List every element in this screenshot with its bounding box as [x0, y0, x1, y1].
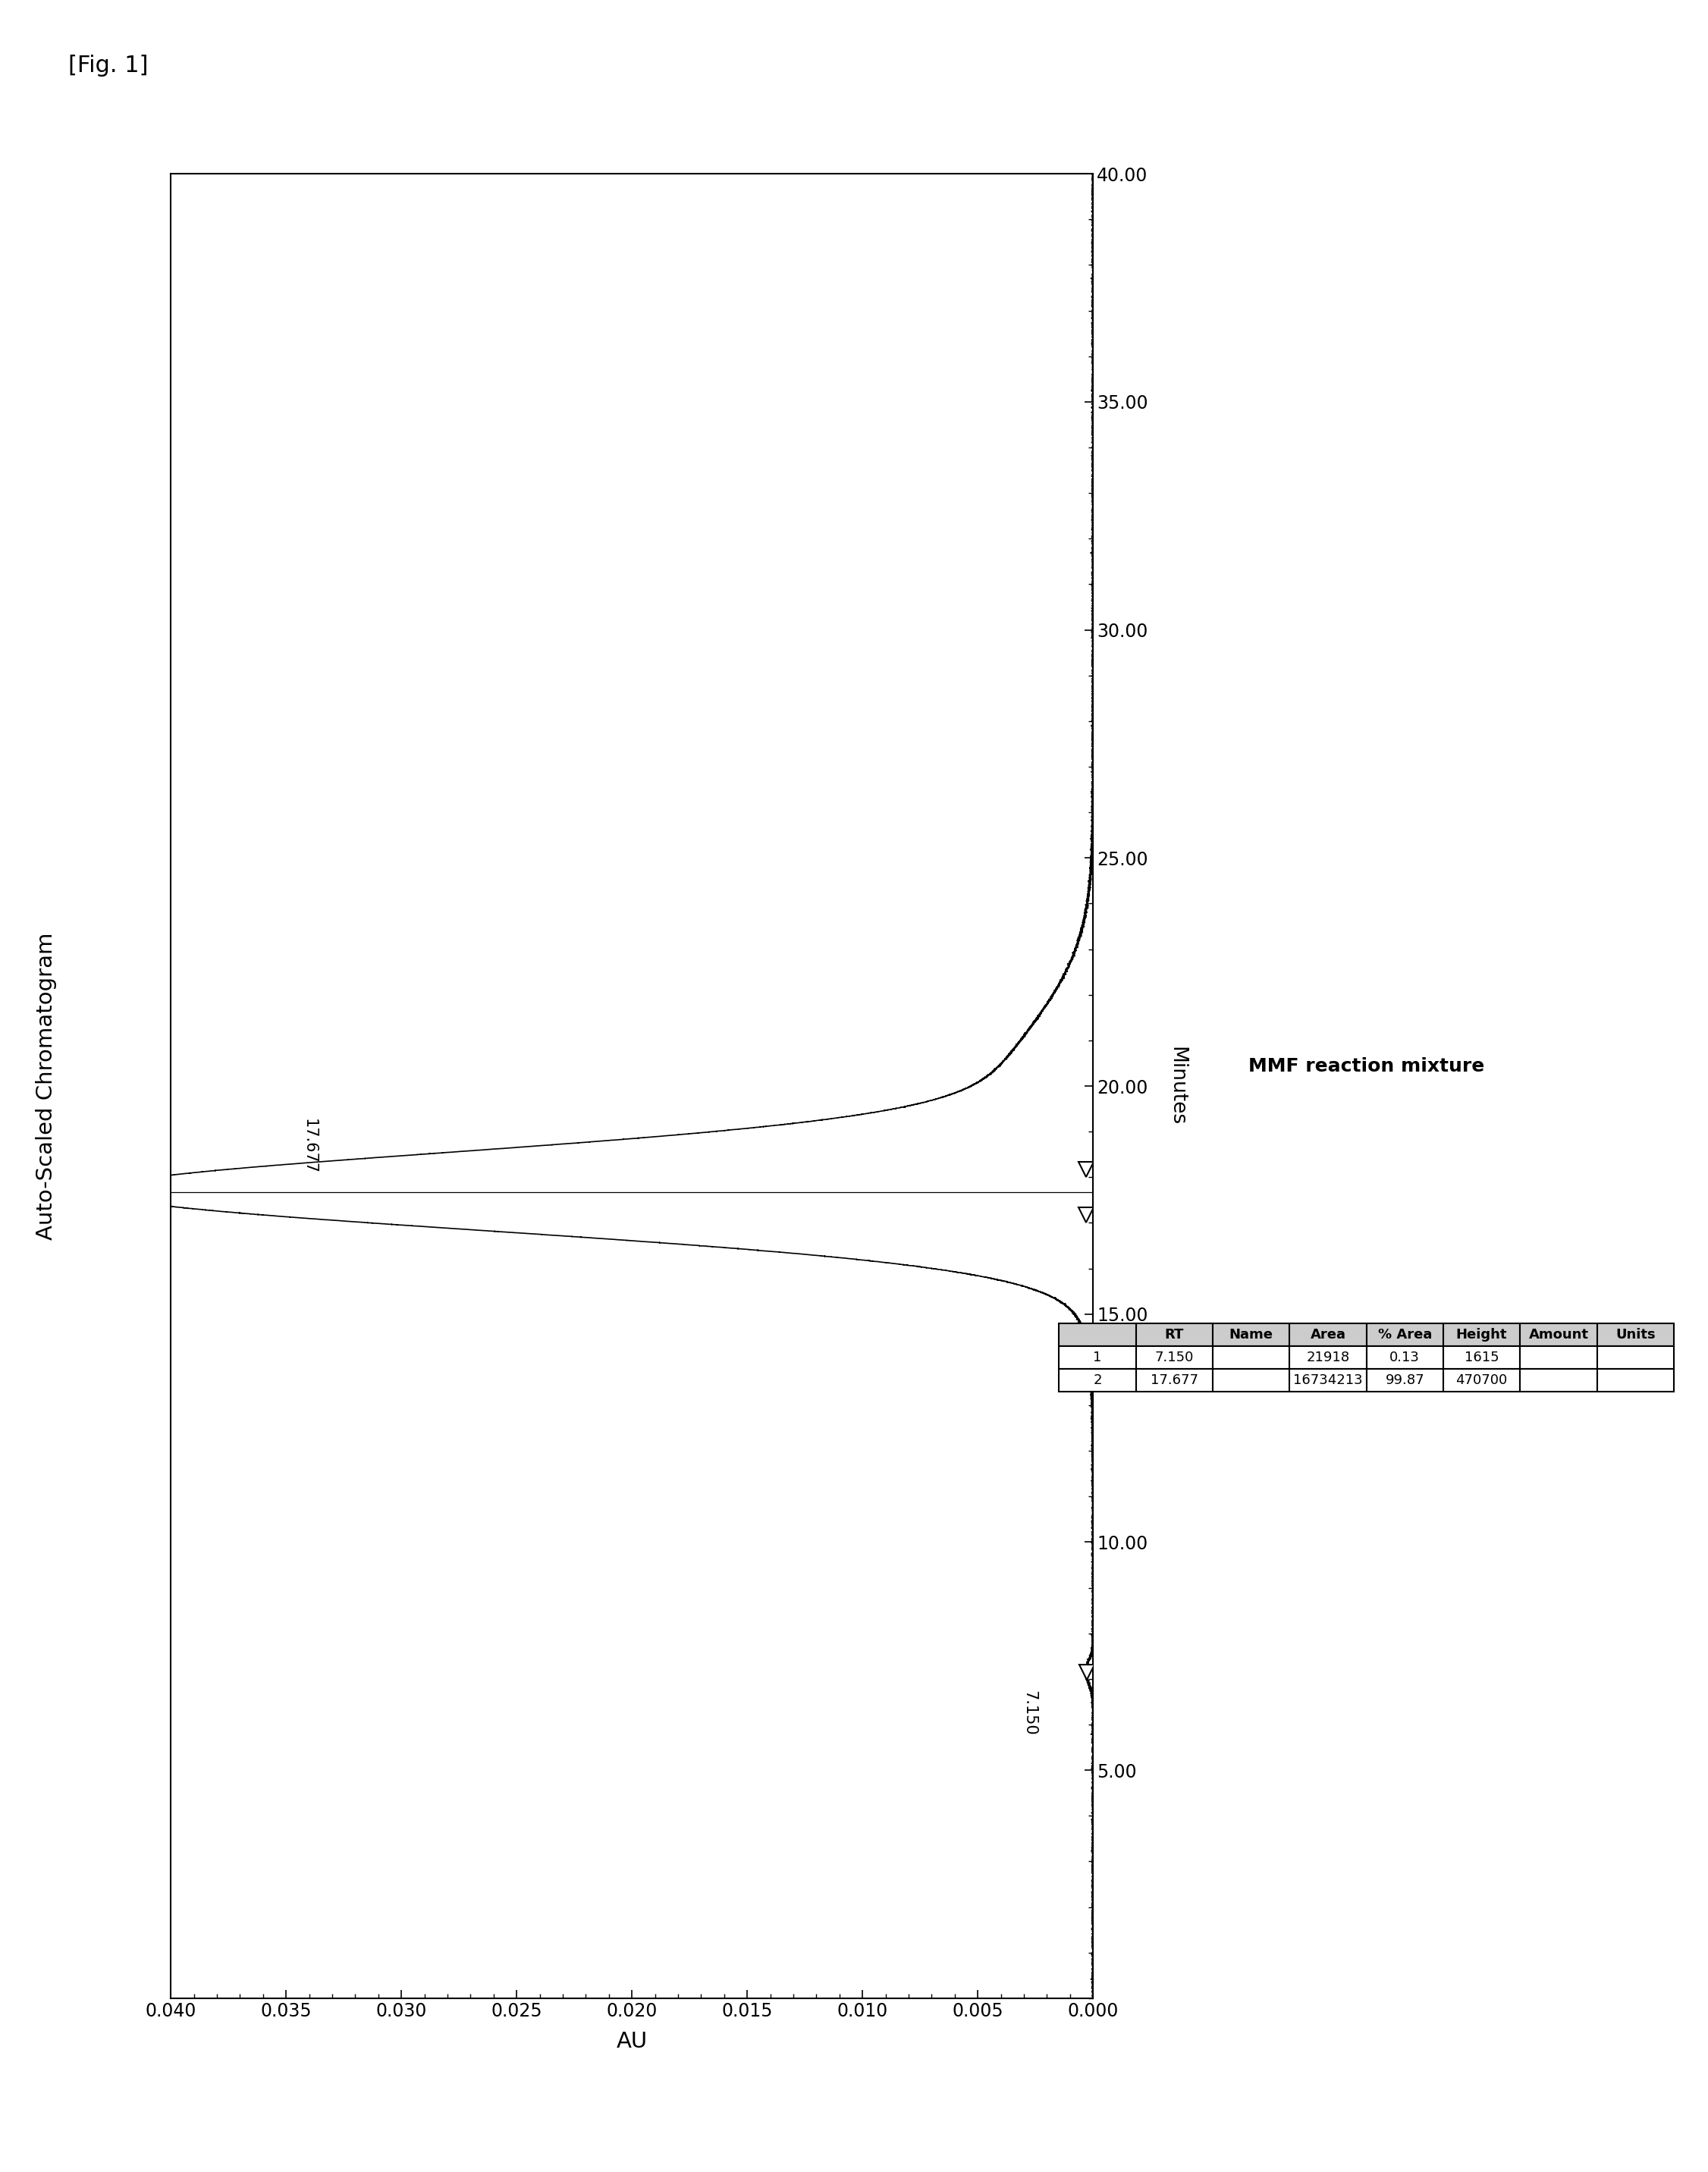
- Text: Auto-Scaled Chromatogram: Auto-Scaled Chromatogram: [36, 932, 56, 1240]
- Text: [Fig. 1]: [Fig. 1]: [68, 54, 149, 76]
- Text: 7.150: 7.150: [1021, 1690, 1037, 1735]
- Text: MMF reaction mixture: MMF reaction mixture: [1249, 1058, 1484, 1075]
- X-axis label: AU: AU: [617, 2031, 647, 2053]
- Y-axis label: Minutes: Minutes: [1167, 1047, 1187, 1125]
- Text: 17.677: 17.677: [302, 1119, 316, 1173]
